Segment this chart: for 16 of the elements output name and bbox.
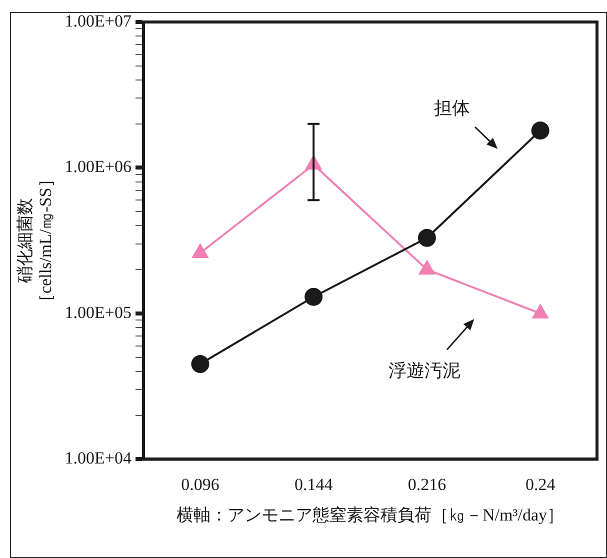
y-tick-label: 1.00E+04 (64, 448, 132, 468)
y-axis-title: 硝化細菌数［cells/mL/㎎-SS］ (16, 170, 56, 310)
x-tick-label: 0.096 (181, 474, 220, 494)
annotation: 担体 (434, 98, 470, 118)
x-axis-title: 横軸：アンモニア態窒素容積負荷［㎏－N/m³/day］ (176, 505, 564, 524)
x-tick-label: 0.216 (408, 474, 446, 494)
y-tick-label: 1.00E+05 (64, 302, 132, 322)
point (304, 288, 323, 306)
x-tick-label: 0.144 (294, 474, 334, 494)
point (418, 260, 436, 275)
y-tick-label: 1.00E+07 (64, 11, 132, 30)
point (418, 228, 436, 247)
y-tick-label: 1.00E+06 (64, 157, 132, 176)
x-tick-label: 0.24 (525, 474, 556, 494)
annotation: 浮遊汚泥 (388, 360, 461, 380)
point (191, 355, 210, 374)
